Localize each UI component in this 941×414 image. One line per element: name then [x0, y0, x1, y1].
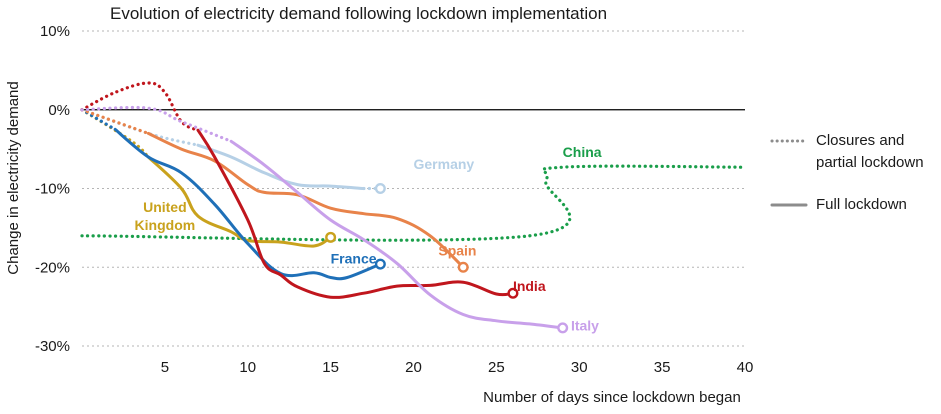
series-label-italy: Italy: [571, 317, 599, 333]
series-label-france: France: [331, 250, 377, 266]
series-line-dotted: [80, 108, 200, 147]
x-tick-label: 40: [737, 359, 754, 376]
series-germany: [80, 108, 386, 194]
legend-label: Full lockdown: [816, 196, 907, 213]
series-label-spain: Spain: [438, 242, 476, 258]
series-end-marker: [374, 258, 386, 270]
series-line-dotted: [80, 105, 233, 143]
legend-label: Closures and partial lockdown: [816, 132, 924, 171]
series-line-solid: [229, 139, 565, 330]
series-label-germany: Germany: [414, 156, 475, 172]
series-end-marker: [557, 322, 569, 334]
series-label-india: India: [513, 278, 546, 294]
series-layer: [80, 81, 747, 334]
x-tick-label: 5: [161, 359, 169, 376]
x-tick-label: 15: [322, 359, 339, 376]
grid-layer: [82, 30, 745, 347]
x-tick-label: 20: [405, 359, 422, 376]
y-axis-label: Change in electricity demand: [5, 81, 22, 274]
series-line-solid: [146, 131, 465, 269]
y-tick-label: 0%: [48, 102, 70, 119]
series-china: [80, 164, 747, 242]
x-axis-label: Number of days since lockdown began: [483, 389, 741, 406]
legend-item-full-lockdown: Full lockdown: [770, 196, 907, 213]
series-label-china: China: [563, 144, 602, 160]
series-end-marker: [457, 261, 469, 273]
series-end-marker: [507, 287, 519, 299]
y-tick-label: -20%: [35, 259, 70, 276]
chart-title: Evolution of electricity demand followin…: [110, 4, 607, 23]
y-tick-label: -10%: [35, 181, 70, 198]
x-tick-label: 10: [239, 359, 256, 376]
tick-layer: 10% 0% -10% -20% -30% 5 10 15 20 25 30 35 40: [35, 23, 753, 376]
y-tick-label: 10%: [40, 23, 70, 40]
series-end-marker: [374, 182, 386, 194]
series-end-marker: [325, 231, 337, 243]
legend: Closures and partial lockdown Full lockdow…: [770, 132, 924, 213]
series-italy: [80, 105, 569, 334]
x-tick-label: 25: [488, 359, 505, 376]
x-tick-label: 35: [654, 359, 671, 376]
series-line-dotted: [80, 164, 747, 242]
series-spain: [80, 108, 469, 273]
x-tick-label: 30: [571, 359, 588, 376]
series-label-layer: China Germany United Kingdom France Spain Indi…: [135, 144, 602, 333]
y-tick-label: -30%: [35, 338, 70, 355]
series-united-kingdom: [80, 108, 337, 248]
series-line-dotted: [80, 108, 150, 135]
series-india: [80, 81, 519, 299]
series-line-dotted: [80, 81, 200, 132]
series-label-united-kingdom: United Kingdom: [135, 199, 196, 233]
legend-item-closures-and-partial-lockdown: Closures and partial lockdown: [770, 132, 924, 171]
series-line-solid: [146, 155, 333, 248]
series-line-solid: [196, 128, 515, 299]
